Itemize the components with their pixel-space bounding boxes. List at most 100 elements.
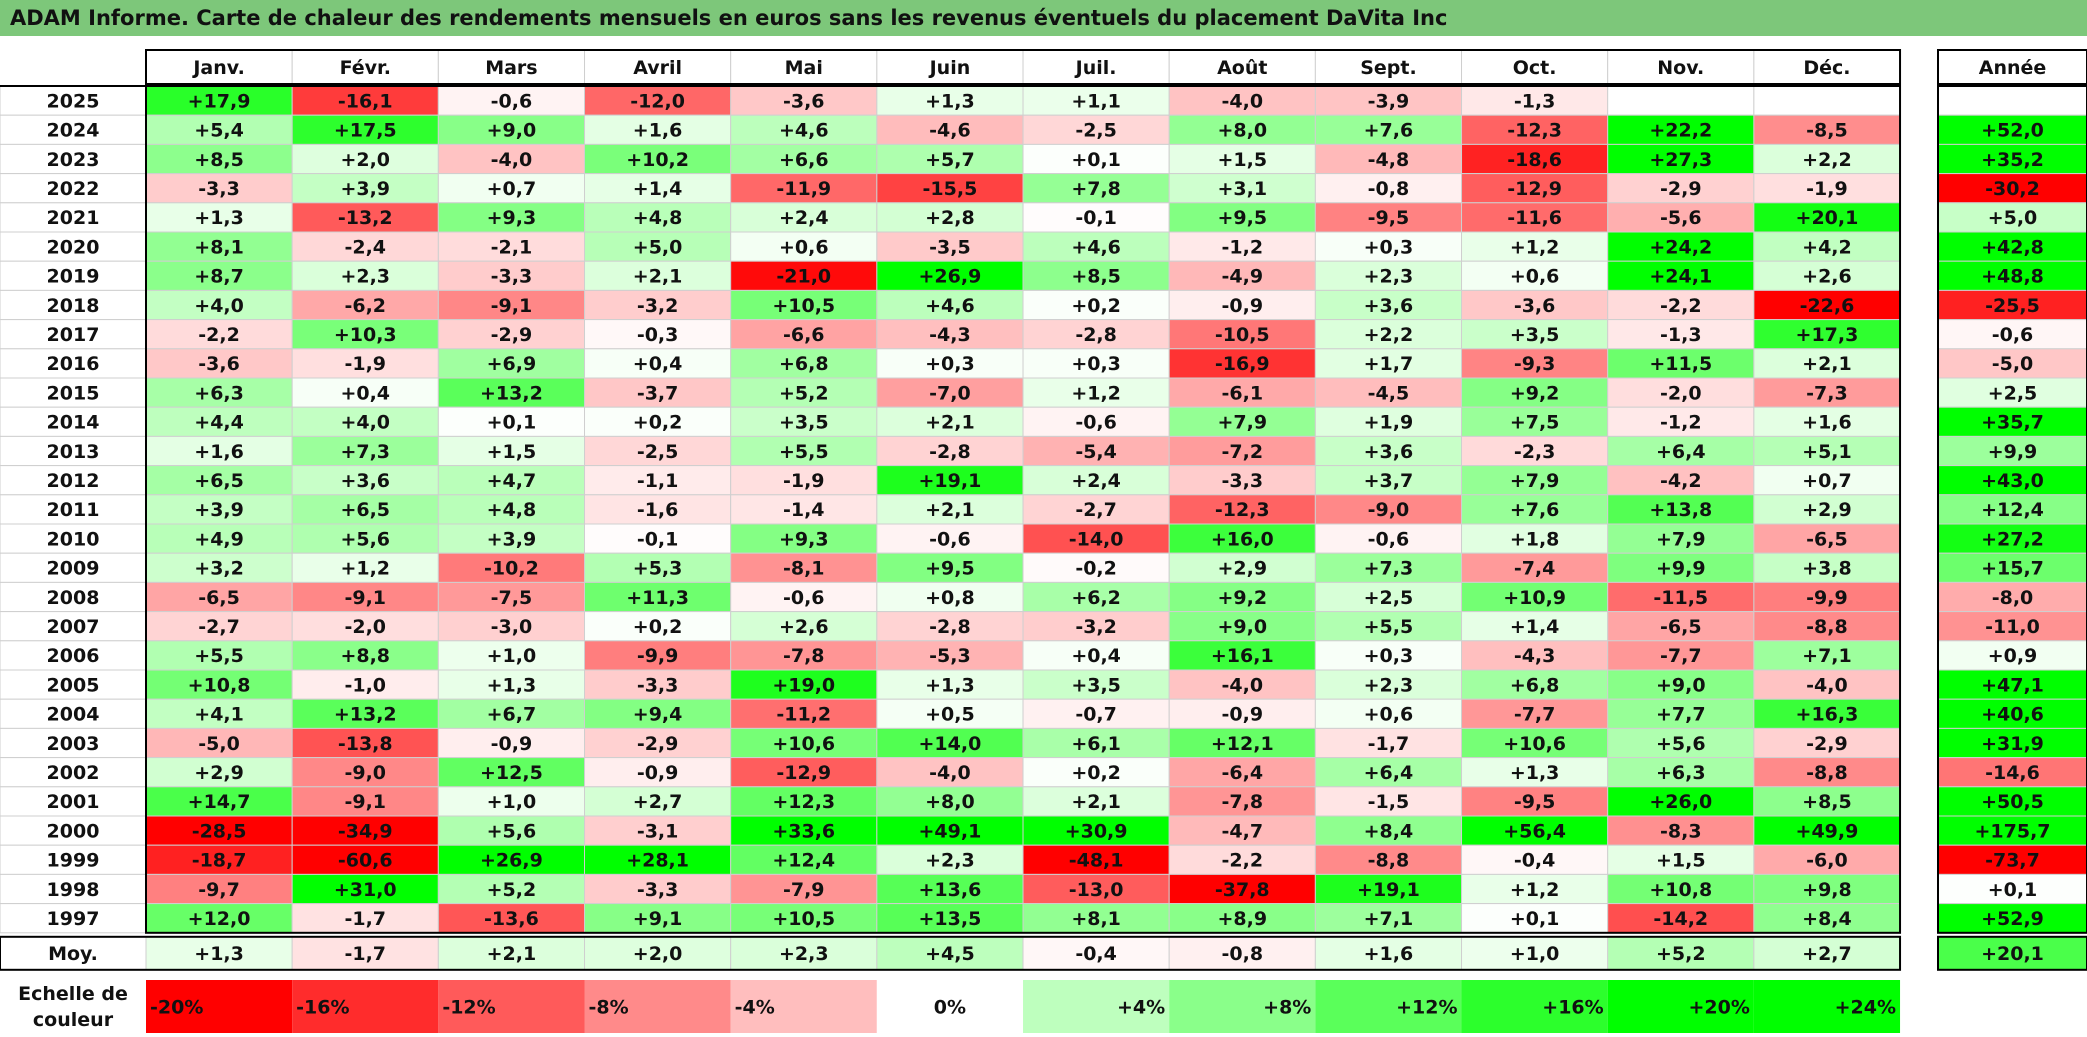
heatmap-cell: -3,6 <box>783 90 825 112</box>
year-label: 2017 <box>47 324 100 346</box>
heatmap-cell: -7,7 <box>1660 645 1702 667</box>
heatmap-cell: +1,0 <box>487 791 537 813</box>
annual-cell-bg <box>1937 406 2087 437</box>
heatmap-cell: +12,4 <box>772 850 835 872</box>
heatmap-cell-bg <box>876 289 1024 321</box>
heatmap-cell-bg <box>1314 494 1463 525</box>
heatmap-cell-bg <box>1022 289 1170 321</box>
heatmap-cell: +10,5 <box>772 908 835 930</box>
heatmap-cell-bg <box>1022 348 1170 379</box>
annual-cell: +0,1 <box>1988 879 2038 901</box>
heatmap-cell-bg <box>1314 435 1463 467</box>
heatmap-cell-bg <box>876 202 1024 233</box>
heatmap-cell: +0,3 <box>1364 236 1414 258</box>
heatmap-cell: +12,0 <box>188 908 251 930</box>
heatmap-cell: +9,8 <box>1802 879 1852 901</box>
heatmap-cell: -2,3 <box>1514 441 1556 463</box>
heatmap-cell: -5,3 <box>929 645 971 667</box>
heatmap-cell-bg <box>1022 552 1170 583</box>
heatmap-cell: -9,7 <box>198 879 240 901</box>
heatmap-cell-bg <box>437 435 586 467</box>
annual-cell-bg <box>1937 727 2087 759</box>
heatmap-cell: +20,1 <box>1796 207 1859 229</box>
heatmap-cell-bg <box>145 202 293 233</box>
average-label-bg <box>0 936 147 971</box>
heatmap-cell: +4,6 <box>925 295 975 317</box>
annual-cell: +52,9 <box>1981 908 2044 930</box>
heatmap-cell: -12,9 <box>776 762 831 784</box>
heatmap-cell-bg <box>1022 844 1170 875</box>
heatmap-cell: -1,9 <box>1806 178 1848 200</box>
heatmap-cell: -4,3 <box>929 324 971 346</box>
heatmap-cell: +24,1 <box>1649 266 1712 288</box>
heatmap-cell-bg <box>730 85 878 116</box>
heatmap-cell-bg <box>1461 377 1609 408</box>
annual-cell-bg <box>1937 903 2087 934</box>
heatmap-cell: -9,9 <box>1806 587 1848 609</box>
heatmap-cell-bg <box>1314 698 1463 729</box>
heatmap-cell: -2,9 <box>637 733 679 755</box>
heatmap-cell: +11,5 <box>1649 353 1712 375</box>
heatmap-cell-bg <box>1753 903 1901 934</box>
heatmap-cell: +10,9 <box>1503 587 1566 609</box>
heatmap-cell: -1,3 <box>1514 90 1556 112</box>
average-cell-bg <box>1753 936 1901 971</box>
heatmap-cell-bg <box>1607 727 1755 759</box>
heatmap-cell: +7,1 <box>1802 645 1852 667</box>
heatmap-cell-bg <box>1168 873 1316 905</box>
heatmap-cell: -9,5 <box>1368 207 1410 229</box>
annual-cell-bg <box>1937 202 2087 233</box>
heatmap-cell: +0,6 <box>779 236 829 258</box>
heatmap-cell-bg <box>584 289 732 321</box>
heatmap-cell: +8,5 <box>1071 266 1121 288</box>
heatmap-cell-bg <box>1168 231 1316 262</box>
heatmap-cell: +27,3 <box>1649 149 1712 171</box>
heatmap-cell: -2,2 <box>1660 295 1702 317</box>
heatmap-cell: +3,9 <box>194 499 244 521</box>
heatmap-cell: +5,2 <box>487 879 537 901</box>
heatmap-cell: +7,6 <box>1364 120 1414 142</box>
heatmap-cell: +0,1 <box>1071 149 1121 171</box>
heatmap-cell: -22,6 <box>1800 295 1855 317</box>
heatmap-cell: +19,0 <box>772 674 835 696</box>
heatmap-cell: +30,9 <box>1065 820 1128 842</box>
heatmap-cell-bg <box>1314 173 1463 204</box>
year-label-bg <box>0 523 147 554</box>
heatmap-cell-bg <box>584 465 732 496</box>
heatmap-cell-bg <box>876 406 1024 437</box>
heatmap-cell-bg <box>437 523 586 554</box>
heatmap-cell: +0,5 <box>925 704 975 726</box>
scale-label-line2: couleur <box>33 1009 114 1031</box>
heatmap-cell: +22,2 <box>1649 120 1712 142</box>
heatmap-cell: -3,0 <box>491 616 533 638</box>
average-cell: -0,4 <box>1075 943 1117 965</box>
heatmap-cell: +26,9 <box>919 266 982 288</box>
annual-cell: +27,2 <box>1981 528 2044 550</box>
heatmap-cell-bg <box>1168 289 1316 321</box>
average-cell-bg <box>1022 936 1170 971</box>
heatmap-cell: +4,6 <box>779 120 829 142</box>
heatmap-cell: +0,2 <box>1071 295 1121 317</box>
heatmap-cell: -18,7 <box>192 850 247 872</box>
scale-step-label: -12% <box>442 996 495 1018</box>
year-label: 2001 <box>47 791 100 813</box>
heatmap-cell-bg <box>145 757 293 788</box>
heatmap-cell: -6,4 <box>1222 762 1264 784</box>
heatmap-cell: -2,5 <box>637 441 679 463</box>
heatmap-cell: -1,3 <box>1660 324 1702 346</box>
year-label-bg <box>0 581 147 613</box>
heatmap-cell-bg <box>1607 85 1755 116</box>
heatmap-cell-bg <box>876 757 1024 788</box>
scale-swatch <box>1169 980 1316 1033</box>
month-header: Sept. <box>1360 57 1416 79</box>
heatmap-cell-bg <box>1607 465 1755 496</box>
annual-cell: -0,6 <box>1992 324 2034 346</box>
annual-cell: +2,5 <box>1988 382 2038 404</box>
heatmap-cell-bg <box>1753 143 1901 175</box>
heatmap-cell-bg <box>1753 640 1901 671</box>
year-label: 2025 <box>47 90 100 112</box>
heatmap-cell-bg <box>1314 844 1463 875</box>
heatmap-cell: +6,4 <box>1656 441 1706 463</box>
year-label: 2022 <box>47 178 100 200</box>
